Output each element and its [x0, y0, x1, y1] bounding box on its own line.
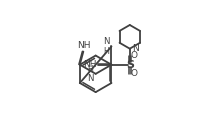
Text: NH: NH: [77, 41, 90, 50]
Text: O: O: [130, 69, 136, 78]
Text: H: H: [87, 65, 93, 74]
Text: N: N: [87, 74, 93, 83]
Text: H: H: [103, 47, 109, 56]
Text: N: N: [131, 44, 138, 53]
Text: O: O: [130, 51, 136, 60]
Text: NH: NH: [82, 60, 96, 69]
Text: N: N: [102, 37, 109, 46]
Text: S: S: [125, 60, 133, 70]
